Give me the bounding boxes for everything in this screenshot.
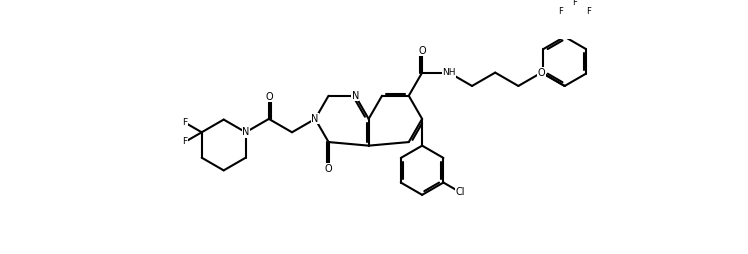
Text: F: F <box>183 118 188 127</box>
Text: N: N <box>311 114 319 124</box>
Text: Cl: Cl <box>456 187 465 197</box>
Text: F: F <box>586 7 592 15</box>
Text: F: F <box>183 137 188 146</box>
Text: NH: NH <box>442 68 456 77</box>
Text: F: F <box>572 0 577 7</box>
Text: O: O <box>325 164 332 174</box>
Text: N: N <box>242 127 249 137</box>
Text: F: F <box>558 7 562 15</box>
Text: O: O <box>265 92 273 102</box>
Text: O: O <box>418 46 426 56</box>
Text: N: N <box>352 91 359 101</box>
Text: O: O <box>538 68 545 77</box>
